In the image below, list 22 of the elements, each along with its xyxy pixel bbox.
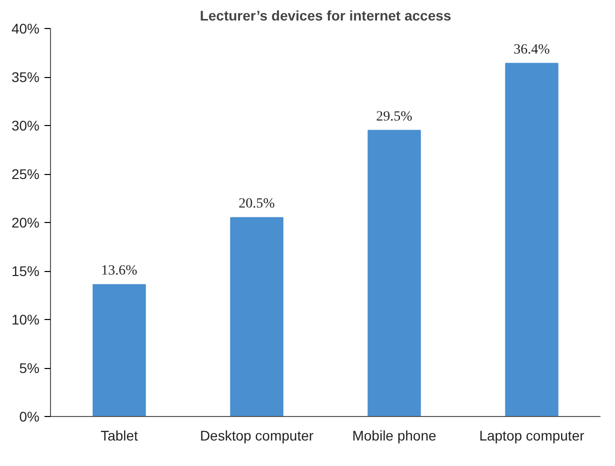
bar: [368, 130, 421, 416]
chart-title: Lecturer’s devices for internet access: [200, 8, 452, 24]
x-tick-label: Laptop computer: [479, 428, 585, 444]
y-tick-label: 35%: [11, 69, 40, 85]
y-tick-label: 25%: [11, 166, 40, 182]
data-label: 36.4%: [514, 42, 550, 58]
y-tick-label: 0%: [19, 408, 40, 424]
x-tick-label: Mobile phone: [352, 428, 436, 444]
y-tick-label: 30%: [11, 118, 40, 134]
x-tick-label: Desktop computer: [200, 428, 314, 444]
x-tick-label: Tablet: [100, 428, 138, 444]
bar: [505, 62, 558, 416]
bar: [230, 217, 284, 416]
y-tick-label: 20%: [11, 214, 40, 230]
y-tick-label: 15%: [11, 263, 40, 279]
data-label: 20.5%: [238, 196, 276, 212]
y-tick-label: 5%: [19, 360, 40, 376]
y-tick-label: 10%: [11, 312, 40, 328]
data-label: 13.6%: [101, 264, 138, 279]
bar: [92, 284, 146, 416]
data-label: 29.5%: [376, 109, 413, 124]
y-tick-label: 40%: [11, 20, 40, 36]
